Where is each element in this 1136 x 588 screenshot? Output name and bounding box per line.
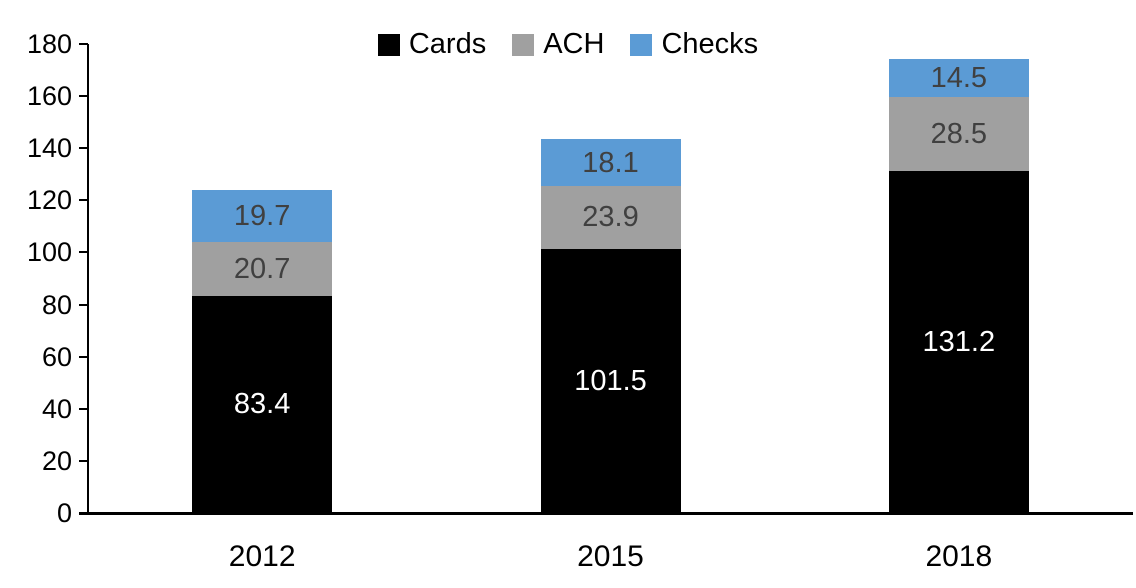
legend-label-cards: Cards xyxy=(408,28,487,60)
bar-value-label-cards-2015: 101.5 xyxy=(574,364,647,397)
y-axis-tick-label: 80 xyxy=(41,289,72,320)
legend-item-ach: ACH xyxy=(512,30,604,59)
y-axis-tick-mark xyxy=(79,147,88,150)
bar-value-label-ach-2015: 23.9 xyxy=(582,201,639,234)
y-axis-tick-mark xyxy=(79,459,88,462)
x-axis-label-2015: 2015 xyxy=(577,540,644,573)
legend-label-checks: Checks xyxy=(661,28,759,60)
legend-label-ach: ACH xyxy=(543,28,605,60)
y-axis-tick-label: 40 xyxy=(41,393,72,424)
bar-value-label-checks-2015: 18.1 xyxy=(582,146,639,179)
bar-segment-ach-2012 xyxy=(192,241,333,296)
legend-swatch-checks xyxy=(630,33,653,56)
y-axis-tick-mark xyxy=(79,303,88,306)
bar-value-label-checks-2012: 19.7 xyxy=(233,200,291,233)
y-axis-tick-label: 20 xyxy=(41,445,72,476)
y-axis-tick-label: 60 xyxy=(41,341,72,372)
bar-segment-checks-2012 xyxy=(192,190,333,242)
y-axis-tick-mark xyxy=(79,43,88,45)
y-axis-tick-mark xyxy=(79,407,88,410)
bar-segment-checks-2018 xyxy=(888,59,1029,97)
y-axis-tick-label: 160 xyxy=(26,81,72,112)
legend: Cards ACH Checks xyxy=(0,30,1136,59)
x-axis-line xyxy=(79,512,1133,515)
bar-value-label-checks-2018: 14.5 xyxy=(930,62,988,94)
bar-segment-cards-2015 xyxy=(540,248,681,513)
y-axis-tick-label: 120 xyxy=(26,185,72,216)
legend-swatch-cards xyxy=(377,33,400,56)
y-axis-tick-mark xyxy=(79,199,88,202)
bar-segment-checks-2015 xyxy=(540,139,681,187)
bar-value-label-cards-2012: 83.4 xyxy=(233,388,291,421)
x-axis-label-2018: 2018 xyxy=(925,540,993,573)
x-axis-label-2012: 2012 xyxy=(228,540,296,573)
y-axis-tick-label: 140 xyxy=(26,133,72,164)
bar-segment-cards-2012 xyxy=(192,295,333,513)
legend-item-checks: Checks xyxy=(630,30,758,59)
legend-item-cards: Cards xyxy=(377,28,487,60)
bar-value-label-ach-2012: 20.7 xyxy=(233,252,291,285)
y-axis-tick-mark xyxy=(79,355,88,358)
legend-swatch-ach xyxy=(512,33,535,56)
y-axis-tick-label: 100 xyxy=(26,237,72,268)
y-axis-tick-mark xyxy=(79,95,88,98)
bar-segment-ach-2015 xyxy=(540,186,681,249)
bar-value-label-cards-2018: 131.2 xyxy=(922,326,996,359)
y-axis-tick-label: 0 xyxy=(56,498,72,528)
bar-segment-cards-2018 xyxy=(888,171,1029,513)
bar-segment-ach-2018 xyxy=(888,96,1029,172)
y-axis-line xyxy=(87,44,89,515)
y-axis-tick-label: 180 xyxy=(26,29,72,59)
y-axis-tick-mark xyxy=(79,251,88,254)
bar-value-label-ach-2018: 28.5 xyxy=(930,118,988,151)
